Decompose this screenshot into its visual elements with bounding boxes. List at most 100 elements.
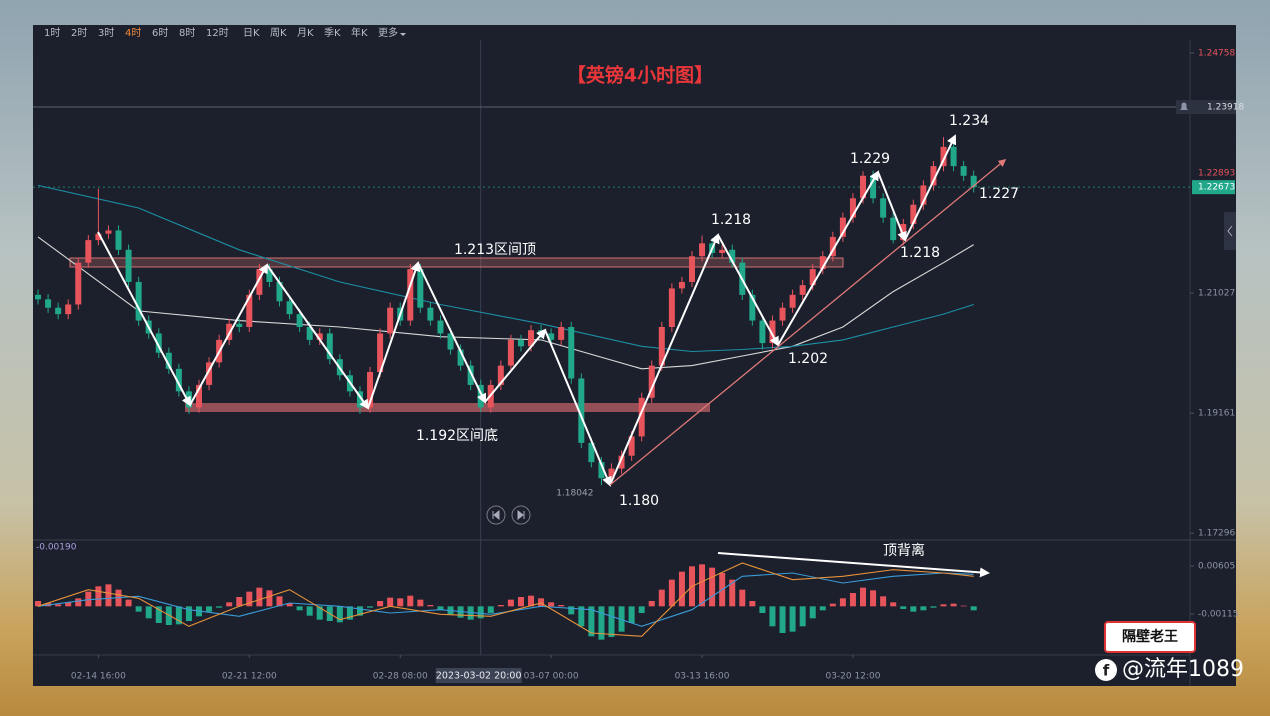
price-tag-label: 1.22893: [1198, 169, 1235, 179]
annotation: 顶背离: [883, 542, 925, 559]
candle-body: [819, 256, 826, 270]
candle-body: [85, 240, 92, 263]
swing-arrow: [266, 264, 370, 410]
macd-bar: [276, 596, 283, 607]
timeframe-button[interactable]: 日K: [243, 28, 260, 39]
timeframe-button[interactable]: 4时: [125, 27, 141, 39]
swing-arrow: [97, 231, 191, 407]
timeframe-button[interactable]: 更多: [378, 26, 398, 39]
candle-body: [799, 285, 806, 295]
y-tick-label: 1.17296: [1198, 529, 1235, 539]
macd-bar: [538, 598, 545, 607]
macd-bar: [125, 599, 132, 607]
candle-body: [35, 294, 42, 300]
candle-body: [548, 333, 555, 340]
macd-bar: [427, 605, 434, 607]
timeframe-button[interactable]: 12时: [206, 27, 229, 39]
swing-arrow: [544, 329, 612, 487]
macd-bar: [185, 606, 192, 621]
swing-arrow: [717, 234, 779, 347]
swing-arrow: [777, 170, 880, 346]
macd-bar: [910, 606, 917, 612]
candle-body: [789, 294, 796, 308]
swing-arrow: [484, 328, 547, 403]
swing-arrow: [877, 171, 907, 242]
macd-y-tick-label: -0.00115: [1198, 610, 1238, 620]
timeframe-button[interactable]: 季K: [324, 27, 341, 39]
candle-body: [970, 175, 977, 188]
candle-body: [699, 243, 706, 257]
macd-bar: [55, 604, 62, 607]
swing-arrow: [367, 261, 421, 409]
macd-bar: [387, 597, 394, 607]
macd-bar: [145, 606, 152, 619]
timeframe-button[interactable]: 年K: [351, 26, 368, 39]
macd-bar: [206, 606, 213, 612]
macd-bar: [226, 602, 233, 607]
x-tick-label: 02-14 16:00: [71, 672, 126, 682]
macd-bar: [85, 591, 92, 607]
macd-bar: [870, 590, 877, 607]
timeframe-button[interactable]: 月K: [297, 27, 314, 39]
candle-body: [638, 397, 645, 437]
timeframe-button[interactable]: 周K: [270, 27, 287, 39]
macd-bar: [487, 606, 494, 613]
candle-body: [387, 307, 394, 334]
macd-bar: [950, 603, 957, 607]
candle-body: [165, 352, 172, 369]
candle-body: [417, 269, 424, 308]
timeframe-button[interactable]: 1时: [44, 27, 60, 39]
macd-bar: [789, 606, 796, 632]
candle-body: [759, 320, 766, 344]
next-icon: [517, 509, 525, 521]
macd-y-tick-label: 0.00605: [1198, 562, 1235, 572]
macd-bar: [940, 604, 947, 607]
macd-bar: [608, 606, 615, 637]
candle-body: [558, 327, 565, 340]
candle-body: [306, 327, 313, 340]
candle-body: [266, 269, 273, 282]
macd-bar: [95, 586, 102, 607]
annotation: 1.218: [711, 212, 751, 228]
macd-bar: [970, 606, 977, 611]
price-tag-label: 1.22673: [1198, 183, 1235, 193]
facebook-glyph: f: [1103, 662, 1110, 680]
divergence-arrow: [717, 552, 990, 578]
macd-bar: [65, 602, 72, 607]
timeframe-button[interactable]: 3时: [98, 27, 114, 39]
candle-body: [467, 365, 474, 385]
macd-bar: [35, 601, 42, 607]
macd-bar: [618, 606, 625, 632]
resistance-band: [69, 257, 844, 268]
candle-body: [155, 333, 162, 353]
candle-body: [236, 323, 243, 328]
price-tag-label: 1.23918: [1207, 103, 1244, 113]
x-tick-label: 03-13 16:00: [675, 672, 730, 682]
playback: [486, 505, 531, 525]
timeframe-button[interactable]: 2时: [71, 27, 87, 39]
candle-body: [115, 230, 122, 250]
candle-body: [125, 249, 132, 282]
macd-bar: [839, 598, 846, 607]
x-tick-label: 02-28 08:00: [373, 672, 428, 682]
macd-bar: [105, 584, 112, 607]
macd-bar: [256, 587, 263, 607]
side-tab[interactable]: [1224, 212, 1236, 250]
timeframe-button[interactable]: 8时: [179, 27, 195, 39]
macd-bar: [900, 606, 907, 609]
next-button[interactable]: [511, 505, 531, 525]
handle: @流年1089: [1122, 657, 1244, 682]
macd-bar: [638, 606, 645, 613]
prev-button[interactable]: [486, 505, 506, 525]
timeframe-button[interactable]: 6时: [152, 27, 168, 39]
candle-body: [95, 233, 102, 241]
macd-bar: [316, 606, 323, 620]
macd-bar: [356, 606, 363, 616]
moving-average: [37, 184, 974, 353]
macd-bar: [749, 601, 756, 607]
macd-bar: [709, 567, 716, 607]
macd-bar: [548, 602, 555, 607]
candle-body: [528, 330, 535, 347]
candle-body: [457, 349, 464, 366]
